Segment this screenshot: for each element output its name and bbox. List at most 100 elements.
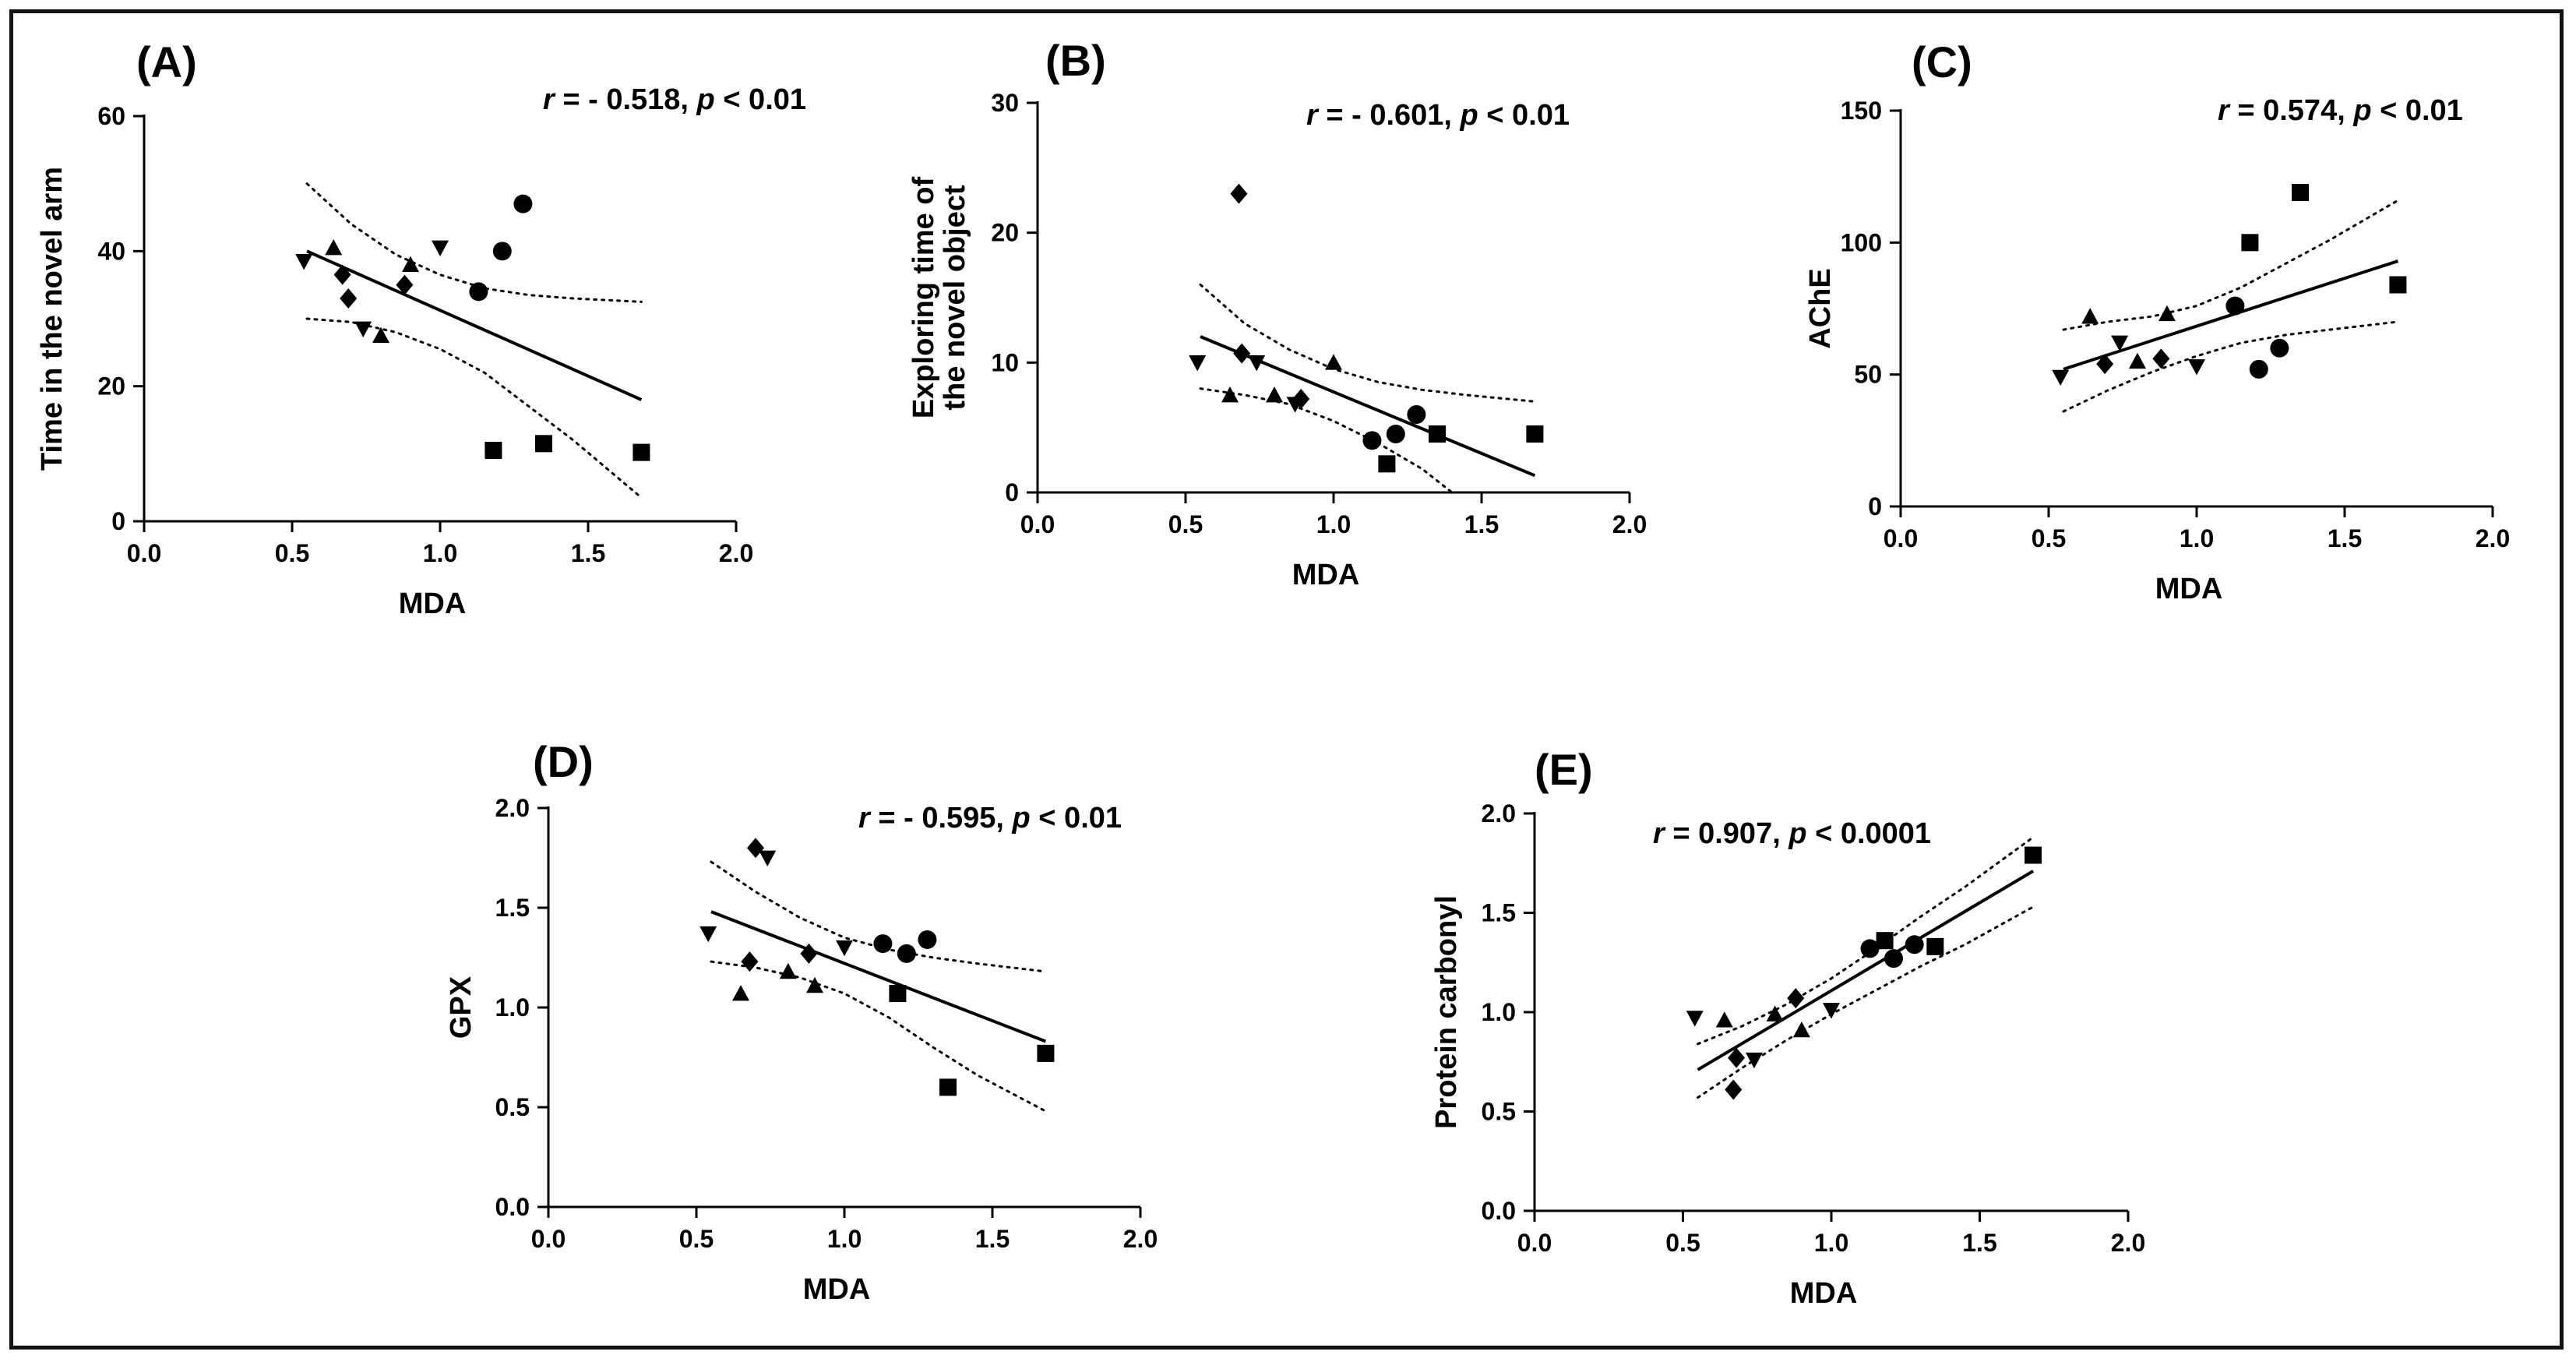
x-tick-label: 0.0 (1884, 524, 1918, 552)
x-tick-label: 2.0 (1612, 510, 1647, 538)
y-tick-label: 1.0 (495, 993, 530, 1022)
y-tick-label: 0.5 (495, 1093, 530, 1121)
y-tick-label: 40 (97, 237, 125, 265)
marker-circle-3-9 (873, 934, 893, 954)
x-tick-label: 0.0 (127, 539, 161, 567)
marker-square-3-12 (889, 985, 907, 1003)
marker-circle-2-9 (2249, 359, 2268, 379)
correlation-stat: r = - 0.595, p < 0.01 (858, 802, 1122, 834)
stat-value: = - 0.595, (870, 802, 1013, 834)
x-tick-label: 2.0 (2111, 1229, 2145, 1257)
marker-square-4-13 (1926, 937, 1944, 955)
marker-triangle-down-2-1 (2111, 335, 2129, 352)
panel-label: (E) (1535, 745, 1593, 794)
marker-diamond-1-8 (1292, 389, 1310, 409)
marker-triangle-down-0-0 (295, 253, 313, 270)
y-tick-label: 2.0 (495, 794, 530, 822)
stat-value: < 0.01 (1478, 99, 1570, 132)
marker-square-2-11 (2241, 234, 2259, 252)
marker-circle-3-11 (918, 930, 937, 949)
y-tick-label: 150 (1841, 97, 1882, 125)
stat-symbol: p (1012, 802, 1031, 834)
panel-a: 0.0 0.5 1.0 1.5 2.0 0 20 40 60 MDA Time in the nov… (36, 37, 806, 620)
panel-b: 0.0 0.5 1.0 1.5 2.0 0 10 20 30 MDA Exploring time … (907, 36, 1647, 591)
stat-symbol: p (1460, 99, 1478, 132)
marker-diamond-1-6 (1230, 183, 1248, 204)
ci-upper-band (1199, 283, 1536, 403)
x-tick-label: 1.0 (827, 1225, 862, 1253)
marker-triangle-up-3-3 (732, 985, 749, 1001)
y-tick-label: 60 (97, 102, 125, 130)
marker-circle-4-10 (1884, 949, 1904, 969)
marker-triangle-up-3-4 (779, 962, 797, 979)
marker-square-0-13 (535, 435, 552, 453)
marker-circle-2-10 (2270, 338, 2289, 358)
y-tick-label: 0.5 (1482, 1098, 1516, 1126)
stat-symbol: r (543, 83, 556, 116)
marker-triangle-down-0-1 (354, 321, 372, 337)
ci-lower-band (710, 960, 1047, 1113)
marker-triangle-down-4-0 (1686, 1011, 1704, 1027)
marker-triangle-up-0-4 (372, 326, 389, 344)
stat-value: = - 0.518, (555, 83, 697, 116)
x-tick-label: 1.0 (1814, 1229, 1848, 1257)
panel-label: (D) (533, 737, 594, 786)
stat-symbol: r (858, 802, 872, 834)
marker-triangle-down-1-0 (1189, 355, 1207, 372)
marker-diamond-0-6 (333, 264, 351, 285)
marker-square-4-14 (2025, 846, 2042, 864)
marker-triangle-up-3-5 (806, 976, 823, 993)
correlation-figure: 0.0 0.5 1.0 1.5 2.0 0 20 40 60 MDA Time in the nov… (36, 36, 2510, 1310)
marker-square-2-13 (2389, 276, 2407, 294)
marker-triangle-down-2-0 (2052, 369, 2070, 386)
regression-line (2063, 259, 2399, 371)
marker-circle-0-10 (492, 242, 512, 261)
x-tick-label: 0.5 (1665, 1229, 1700, 1257)
marker-circle-2-8 (2225, 296, 2245, 316)
x-tick-label: 2.0 (719, 539, 753, 567)
panel-label: (C) (1912, 37, 1972, 86)
panel-e: 0.0 0.5 1.0 1.5 2.0 0.0 0.5 1.0 1.5 2.0 MDA Protein… (1430, 745, 2145, 1310)
marker-diamond-3-8 (800, 943, 818, 964)
y-tick-label: 2.0 (1482, 799, 1516, 827)
marker-triangle-down-3-1 (759, 850, 777, 866)
y-tick-label: 0.0 (1482, 1197, 1516, 1225)
correlation-stat: r = 0.574, p < 0.01 (2218, 94, 2463, 127)
ci-upper-band (1697, 836, 2035, 1046)
marker-square-2-12 (2292, 183, 2309, 201)
marker-triangle-up-0-3 (325, 239, 343, 256)
stat-value: = 0.907, (1665, 817, 1789, 850)
y-axis-title-line: AChE (1804, 268, 1837, 348)
marker-circle-0-11 (513, 194, 533, 213)
marker-triangle-up-2-5 (2158, 305, 2176, 322)
stat-value: < 0.01 (2372, 94, 2463, 127)
marker-triangle-down-1-1 (1248, 355, 1266, 372)
marker-triangle-down-4-1 (1745, 1052, 1763, 1069)
marker-circle-1-10 (1386, 425, 1405, 443)
marker-diamond-0-8 (396, 274, 414, 295)
figure-frame: 0.0 0.5 1.0 1.5 2.0 0 20 40 60 MDA Time in the nov… (9, 9, 2564, 1350)
x-tick-label: 1.5 (2328, 524, 2362, 552)
y-tick-label: 50 (1854, 361, 1882, 389)
marker-square-1-13 (1429, 425, 1446, 443)
x-tick-label: 0.5 (679, 1225, 714, 1253)
x-axis-title: MDA (2155, 573, 2223, 605)
x-tick-label: 1.0 (2180, 524, 2214, 552)
y-axis-title: Protein carbonyl (1430, 895, 1463, 1129)
panel-d: 0.0 0.5 1.0 1.5 2.0 0.0 0.5 1.0 1.5 2.0 MDA GPX (D) r… (445, 737, 1158, 1306)
ci-lower-band (2062, 320, 2399, 413)
x-axis-title: MDA (1790, 1277, 1858, 1310)
marker-square-4-12 (1876, 932, 1894, 950)
marker-diamond-3-6 (741, 951, 759, 972)
marker-diamond-2-7 (2152, 348, 2170, 369)
x-axis-title: MDA (803, 1273, 871, 1306)
marker-circle-4-11 (1905, 935, 1924, 954)
x-tick-label: 0.5 (2032, 524, 2066, 552)
y-tick-label: 0 (1005, 478, 1019, 506)
panel-label: (A) (136, 37, 197, 86)
marker-circle-1-9 (1362, 431, 1382, 450)
stat-value: < 0.0001 (1807, 817, 1932, 850)
y-axis-title: Exploring time ofthe novel object (907, 176, 971, 418)
x-tick-label: 0.0 (531, 1225, 566, 1253)
x-axis-title: MDA (399, 587, 467, 620)
